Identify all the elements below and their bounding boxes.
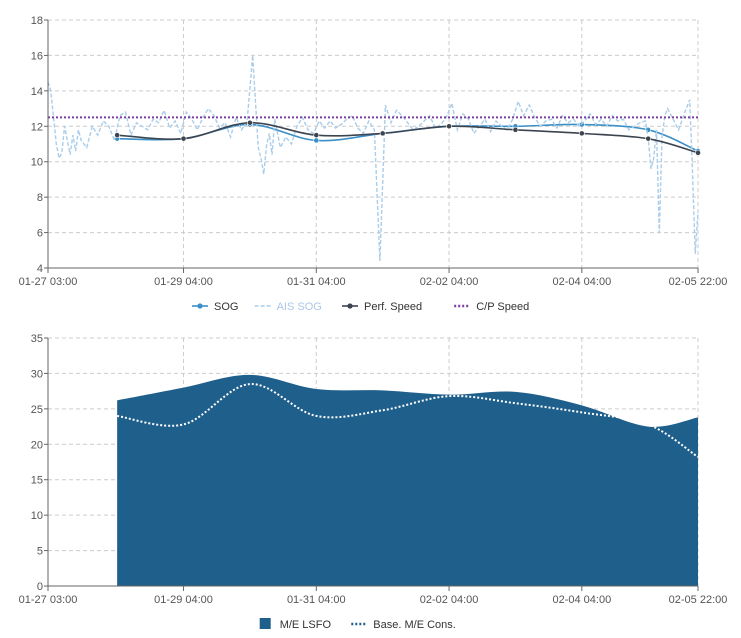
consumption-chart: 0 5 10 15 20 25 30 35 01-27 03:00 01-29 04:00 01-3… <box>19 333 728 631</box>
cons-xtick-label: 02-02 04:00 <box>420 594 479 606</box>
speed-xtick-label: 02-02 04:00 <box>420 276 479 288</box>
cons-xtick-label: 01-27 03:00 <box>19 594 78 606</box>
cons-legend-item[interactable]: M/E LSFO <box>259 618 332 631</box>
legend-label: Perf. Speed <box>364 301 422 313</box>
speed-series-perf-speed-point <box>578 130 585 137</box>
cons-ytick-label: 15 <box>31 475 43 487</box>
speed-xtick-label: 02-04 04:00 <box>552 276 611 288</box>
legend-label: C/P Speed <box>476 301 529 313</box>
legend-label: AIS SOG <box>277 301 322 313</box>
speed-series-ais-sog-line <box>47 55 699 261</box>
speed-ytick-label: 10 <box>31 157 43 169</box>
cons-ytick-label: 25 <box>31 404 43 416</box>
speed-ytick-label: 6 <box>37 228 43 240</box>
speed-ytick-label: 8 <box>37 192 43 204</box>
speed-series-sog-point <box>313 137 320 144</box>
speed-ytick-label: 4 <box>37 263 43 275</box>
speed-series-perf-speed-point <box>180 135 187 142</box>
speed-series-sog-line <box>117 123 699 152</box>
cons-xtick-label: 02-04 04:00 <box>552 594 611 606</box>
speed-ytick-label: 16 <box>31 50 43 62</box>
cons-ytick-label: 35 <box>31 333 43 345</box>
cons-legend-item[interactable]: Base. M/E Cons. <box>351 619 456 631</box>
cons-ytick-label: 0 <box>37 581 43 593</box>
legend-label: SOG <box>214 301 238 313</box>
legend-label: Base. M/E Cons. <box>373 619 456 631</box>
cons-xtick-label: 01-31 04:00 <box>287 594 346 606</box>
speed-xtick-label: 01-27 03:00 <box>19 276 78 288</box>
speed-series-perf-speed-point <box>379 130 386 137</box>
cons-series-m-e-lsfo-area <box>117 374 699 586</box>
speed-xtick-label: 01-31 04:00 <box>287 276 346 288</box>
speed-series-perf-speed-point <box>695 149 701 156</box>
speed-ytick-label: 12 <box>31 121 43 133</box>
cons-xtick-label: 01-29 04:00 <box>154 594 213 606</box>
speed-legend-item[interactable]: C/P Speed <box>454 301 529 313</box>
cons-xtick-label: 02-05 22:00 <box>669 594 728 606</box>
cons-ytick-label: 10 <box>31 510 43 522</box>
speed-xtick-label: 02-05 22:00 <box>669 276 728 288</box>
cons-ytick-label: 5 <box>37 546 43 558</box>
speed-xtick-label: 01-29 04:00 <box>154 276 213 288</box>
speed-legend-item[interactable]: AIS SOG <box>254 301 322 313</box>
speed-series-perf-speed-point <box>114 132 121 139</box>
speed-chart: 4 6 8 10 12 14 16 18 01-27 03:00 01-29 04:00 01-31… <box>19 15 728 313</box>
legend-label: M/E LSFO <box>280 619 332 631</box>
cons-ytick-label: 30 <box>31 368 43 380</box>
speed-ytick-label: 18 <box>31 15 43 27</box>
legend-marker <box>197 303 203 309</box>
speed-series-perf-speed-point <box>645 135 652 142</box>
cons-series-base-m-e-cons-line <box>116 383 699 458</box>
speed-series-perf-speed-point <box>313 132 320 139</box>
speed-legend-item[interactable]: Perf. Speed <box>342 301 422 313</box>
speed-series-perf-speed-point <box>247 119 253 126</box>
speed-legend-item[interactable]: SOG <box>192 301 238 313</box>
cons-ytick-label: 20 <box>31 439 43 451</box>
legend-swatch <box>259 618 271 629</box>
speed-series-perf-speed-point <box>512 126 519 133</box>
speed-series-perf-speed-line <box>117 121 699 154</box>
legend-marker <box>347 303 353 309</box>
speed-series-perf-speed-point <box>446 123 452 130</box>
speed-ytick-label: 14 <box>31 86 43 98</box>
